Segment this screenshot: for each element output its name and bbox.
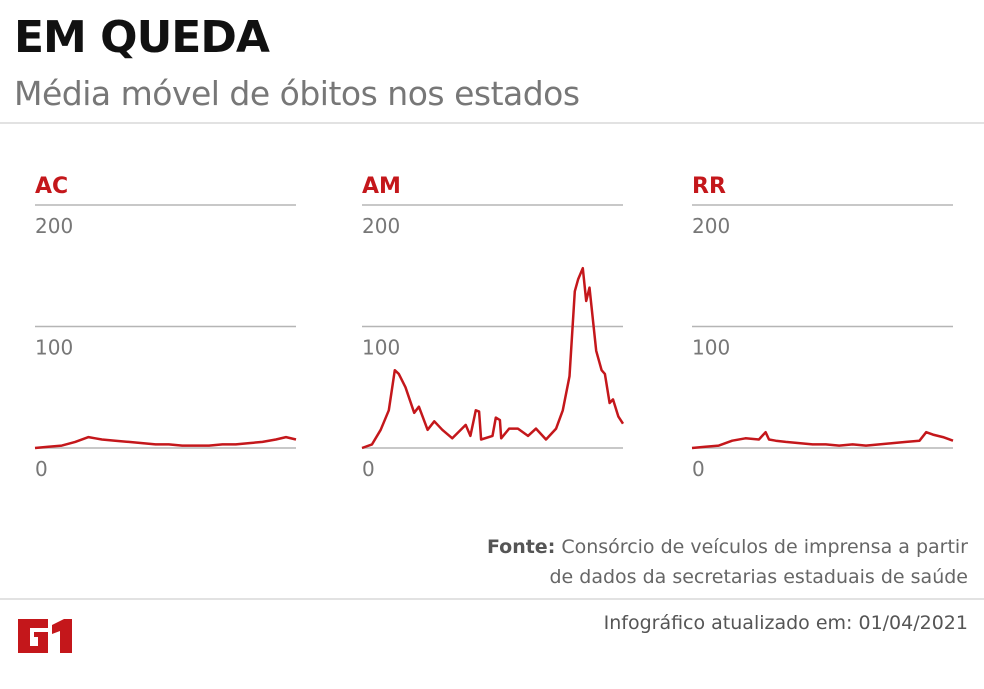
y-tick-label: 100 xyxy=(35,336,73,360)
series-line-am xyxy=(361,266,625,450)
page-title: EM QUEDA xyxy=(14,12,270,63)
y-tick-label: 100 xyxy=(362,336,400,360)
y-tick-label: 0 xyxy=(35,457,48,481)
g1-logo xyxy=(18,619,72,653)
y-tick-label: 200 xyxy=(362,214,400,238)
panel-title: RR xyxy=(692,174,726,199)
source-label: Fonte: xyxy=(486,536,556,558)
y-tick-label: 100 xyxy=(692,336,730,360)
y-tick-label: 200 xyxy=(692,214,730,238)
y-tick-label: 0 xyxy=(692,457,705,481)
charts: AC 0 100 200 AM 0 100 200 RR 0 100 200 xyxy=(34,174,954,481)
panel-title: AC xyxy=(35,174,68,199)
source-text-2: de dados da secretarias estaduais de saú… xyxy=(549,566,968,588)
source-text: Consórcio de veículos de imprensa a part… xyxy=(561,536,968,558)
page-subtitle: Média móvel de óbitos nos estados xyxy=(14,74,580,113)
series-line-ac xyxy=(34,435,297,450)
divider xyxy=(0,598,984,600)
series-line-rr xyxy=(691,430,954,450)
updated-date: Infográfico atualizado em: 01/04/2021 xyxy=(603,612,968,634)
y-tick-label: 0 xyxy=(362,457,375,481)
panel-title: AM xyxy=(362,174,401,199)
source-note: Fonte: Consórcio de veículos de imprensa… xyxy=(487,532,968,592)
y-tick-label: 200 xyxy=(35,214,73,238)
divider xyxy=(0,122,984,124)
